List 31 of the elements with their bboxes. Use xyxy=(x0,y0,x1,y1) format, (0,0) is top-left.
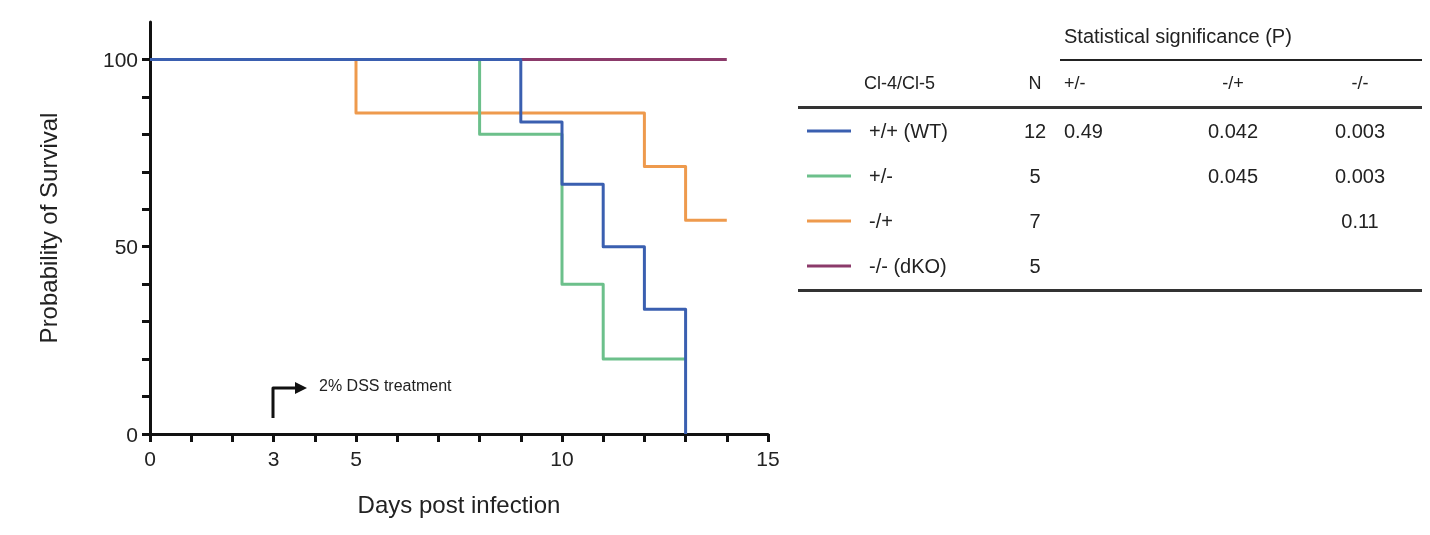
data-label: 0.49 xyxy=(1063,119,1104,144)
data-label: 12 xyxy=(1022,119,1048,144)
category-label: N xyxy=(1027,71,1043,95)
data-label: 0.045 xyxy=(1206,164,1260,189)
x-tick-label: 10 xyxy=(550,447,574,470)
category-label: +/- xyxy=(1063,72,1087,95)
x-tick-label: 5 xyxy=(350,447,362,470)
y-axis-title: Probability of Survival xyxy=(34,112,62,344)
x-axis-title: Days post infection xyxy=(357,490,561,518)
data-label: 0.003 xyxy=(1333,164,1387,189)
legend-label: +/- xyxy=(869,165,893,187)
x-tick-label: 15 xyxy=(756,447,780,470)
y-tick-label: 0 xyxy=(126,422,138,446)
text: Statistical significance (P) xyxy=(1060,14,1422,60)
legend-label: -/- (dKO) xyxy=(869,255,947,277)
category-label: -/- xyxy=(1350,72,1370,95)
y-tick-label: 100 xyxy=(102,47,138,71)
data-label: 0.003 xyxy=(1333,119,1387,144)
x-tick-label: 0 xyxy=(144,447,156,470)
data-label: 5 xyxy=(1028,164,1042,189)
data-label: 5 xyxy=(1028,254,1042,279)
data-label: 7 xyxy=(1028,209,1042,234)
text: Cl-4/Cl-5 xyxy=(864,72,936,93)
category-label: -/+ xyxy=(1221,72,1245,95)
legend-label: -/+ xyxy=(869,210,893,232)
x-tick-label: 3 xyxy=(267,447,280,470)
y-tick-label: 50 xyxy=(114,235,138,259)
annotation: 2% DSS treatment xyxy=(319,377,452,395)
data-label: 0.042 xyxy=(1206,119,1260,144)
data-label: 0.11 xyxy=(1340,209,1380,234)
legend-label: +/+ (WT) xyxy=(869,120,948,142)
